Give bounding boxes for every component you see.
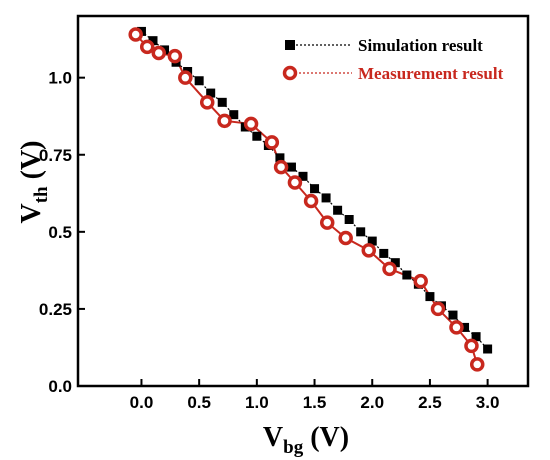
simulation-point xyxy=(471,332,481,342)
simulation-point xyxy=(206,88,216,98)
simulation-point xyxy=(321,193,331,203)
plot-area-border xyxy=(76,14,530,388)
measurement-point xyxy=(303,193,319,209)
x-tick-label: 2.5 xyxy=(418,393,442,412)
measurement-point xyxy=(243,116,259,132)
simulation-point xyxy=(367,236,377,246)
measurement-point xyxy=(287,175,303,190)
y-axis-title-unit: (V) xyxy=(16,140,47,186)
measurement-point xyxy=(382,261,397,277)
series-group xyxy=(128,26,493,372)
simulation-point xyxy=(298,171,308,181)
y-axis-title-main: V xyxy=(16,203,47,223)
measurement-point xyxy=(413,273,428,289)
simulation-point xyxy=(390,258,400,268)
simulation-point xyxy=(217,97,227,107)
measurement-point xyxy=(139,39,155,55)
legend-simulation-marker xyxy=(285,40,295,50)
simulation-point xyxy=(460,322,470,332)
measurement-point xyxy=(338,230,353,246)
measurement-point xyxy=(319,215,335,230)
x-tick-label: 3.0 xyxy=(476,393,500,412)
simulation-point xyxy=(252,131,262,141)
y-tick-label: 0.75 xyxy=(39,146,72,165)
measurement-point xyxy=(178,70,193,85)
measurement-point xyxy=(167,48,183,64)
legend-simulation-label: Simulation result xyxy=(358,36,483,55)
y-tick-label: 1.0 xyxy=(48,69,72,88)
x-axis-title-sub: bg xyxy=(283,437,304,458)
x-tick-label: 1.0 xyxy=(245,393,269,412)
measurement-point xyxy=(199,95,215,110)
simulation-point xyxy=(148,36,158,46)
y-tick-label: 0.25 xyxy=(39,300,72,319)
simulation-point xyxy=(356,227,366,237)
x-tick-label: 0.0 xyxy=(130,393,154,412)
x-tick-label: 0.5 xyxy=(187,393,211,412)
simulation-point xyxy=(379,248,389,258)
simulation-point xyxy=(448,310,458,320)
y-tick-label: 0.0 xyxy=(48,377,72,396)
simulation-point xyxy=(229,110,239,120)
axis-ticks: 0.0 0.5 1.0 1.5 2.0 2.5 3.0 0.0 0.25 0.5 0.75 1.0 xyxy=(39,69,500,412)
x-axis-title-unit: (V) xyxy=(303,422,349,453)
x-axis-title-main: V xyxy=(263,422,283,453)
measurement-point xyxy=(361,243,377,258)
plot-frame xyxy=(76,14,530,388)
y-axis-title-sub: th xyxy=(31,186,52,203)
measurement-point xyxy=(217,113,232,129)
x-tick-label: 1.5 xyxy=(303,393,327,412)
simulation-point xyxy=(194,76,204,86)
legend: Simulation result Measurement result xyxy=(282,36,504,83)
x-tick-label: 2.0 xyxy=(360,393,384,412)
measurement-point xyxy=(128,27,143,42)
simulation-point xyxy=(275,153,285,163)
simulation-point xyxy=(310,184,320,194)
y-axis-title: Vth (V) xyxy=(16,140,52,223)
simulation-point xyxy=(333,205,343,215)
measurement-point xyxy=(264,135,280,150)
simulation-point xyxy=(425,292,435,302)
simulation-point xyxy=(402,270,412,280)
measurement-point xyxy=(464,338,479,354)
legend-measurement-label: Measurement result xyxy=(358,64,504,83)
measurement-point xyxy=(273,159,289,175)
simulation-point xyxy=(344,215,354,224)
measurement-point xyxy=(449,320,464,335)
measurement-point xyxy=(151,45,167,61)
legend-measurement-marker xyxy=(282,65,298,81)
y-tick-label: 0.5 xyxy=(48,223,72,242)
simulation-point xyxy=(286,162,296,172)
simulation-point xyxy=(483,344,493,354)
measurement-point xyxy=(469,357,485,372)
measurement-point xyxy=(430,301,446,317)
x-axis-title: Vbg (V) xyxy=(263,422,349,458)
